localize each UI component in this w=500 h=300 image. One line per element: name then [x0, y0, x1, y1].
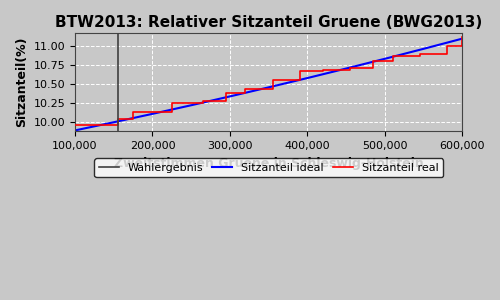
Sitzanteil real: [444, 52, 450, 56]
Sitzanteil real: [320, 68, 326, 72]
Sitzanteil real: [169, 101, 175, 105]
Sitzanteil ideal: [381, 57, 387, 61]
Sitzanteil real: [370, 60, 376, 63]
Sitzanteil ideal: [112, 120, 117, 124]
Sitzanteil real: [242, 87, 248, 91]
Sitzanteil real: [242, 91, 248, 94]
Sitzanteil real: [347, 68, 353, 72]
Sitzanteil real: [270, 78, 276, 82]
Sitzanteil real: [270, 87, 276, 91]
Sitzanteil real: [347, 67, 353, 70]
Sitzanteil real: [114, 117, 120, 120]
Sitzanteil real: [460, 44, 466, 48]
Sitzanteil real: [444, 44, 450, 48]
Sitzanteil real: [72, 123, 78, 126]
Sitzanteil real: [242, 87, 248, 91]
Sitzanteil real: [296, 70, 302, 73]
Line: Sitzanteil real: Sitzanteil real: [75, 37, 462, 124]
Sitzanteil real: [390, 60, 396, 63]
Sitzanteil real: [416, 54, 422, 58]
Sitzanteil real: [200, 99, 206, 103]
Sitzanteil real: [296, 78, 302, 82]
Legend: Wahlergebnis, Sitzanteil ideal, Sitzanteil real: Wahlergebnis, Sitzanteil ideal, Sitzante…: [94, 158, 443, 177]
Sitzanteil real: [416, 52, 422, 56]
Sitzanteil ideal: [228, 94, 234, 98]
Sitzanteil real: [169, 101, 175, 105]
Sitzanteil real: [347, 67, 353, 70]
Sitzanteil real: [444, 44, 450, 48]
Sitzanteil real: [114, 117, 120, 120]
Sitzanteil real: [130, 110, 136, 113]
Title: BTW2013: Relativer Sitzanteil Gruene (BWG2013): BTW2013: Relativer Sitzanteil Gruene (BW…: [55, 15, 482, 30]
Sitzanteil real: [114, 123, 120, 126]
Sitzanteil real: [320, 70, 326, 73]
Y-axis label: Sitzanteil(%): Sitzanteil(%): [15, 37, 28, 127]
Sitzanteil real: [296, 70, 302, 73]
Sitzanteil real: [320, 68, 326, 72]
Sitzanteil real: [460, 35, 466, 39]
Sitzanteil real: [390, 54, 396, 58]
Sitzanteil real: [200, 99, 206, 103]
Sitzanteil real: [390, 54, 396, 58]
Sitzanteil real: [370, 60, 376, 63]
Sitzanteil ideal: [374, 59, 380, 63]
Sitzanteil ideal: [460, 37, 466, 40]
Sitzanteil real: [416, 52, 422, 56]
Sitzanteil real: [169, 110, 175, 113]
Sitzanteil real: [270, 78, 276, 82]
Sitzanteil ideal: [72, 129, 78, 132]
Sitzanteil ideal: [338, 68, 344, 72]
Sitzanteil ideal: [242, 91, 248, 94]
Sitzanteil real: [223, 91, 229, 94]
Sitzanteil real: [130, 110, 136, 113]
Sitzanteil real: [223, 91, 229, 94]
Line: Sitzanteil ideal: Sitzanteil ideal: [75, 39, 462, 130]
X-axis label: Zweitstimmen Gruene in Schleswig-Holstein: Zweitstimmen Gruene in Schleswig-Holstei…: [114, 157, 424, 170]
Sitzanteil real: [130, 117, 136, 120]
Sitzanteil real: [370, 67, 376, 70]
Sitzanteil real: [223, 99, 229, 103]
Sitzanteil real: [200, 101, 206, 105]
